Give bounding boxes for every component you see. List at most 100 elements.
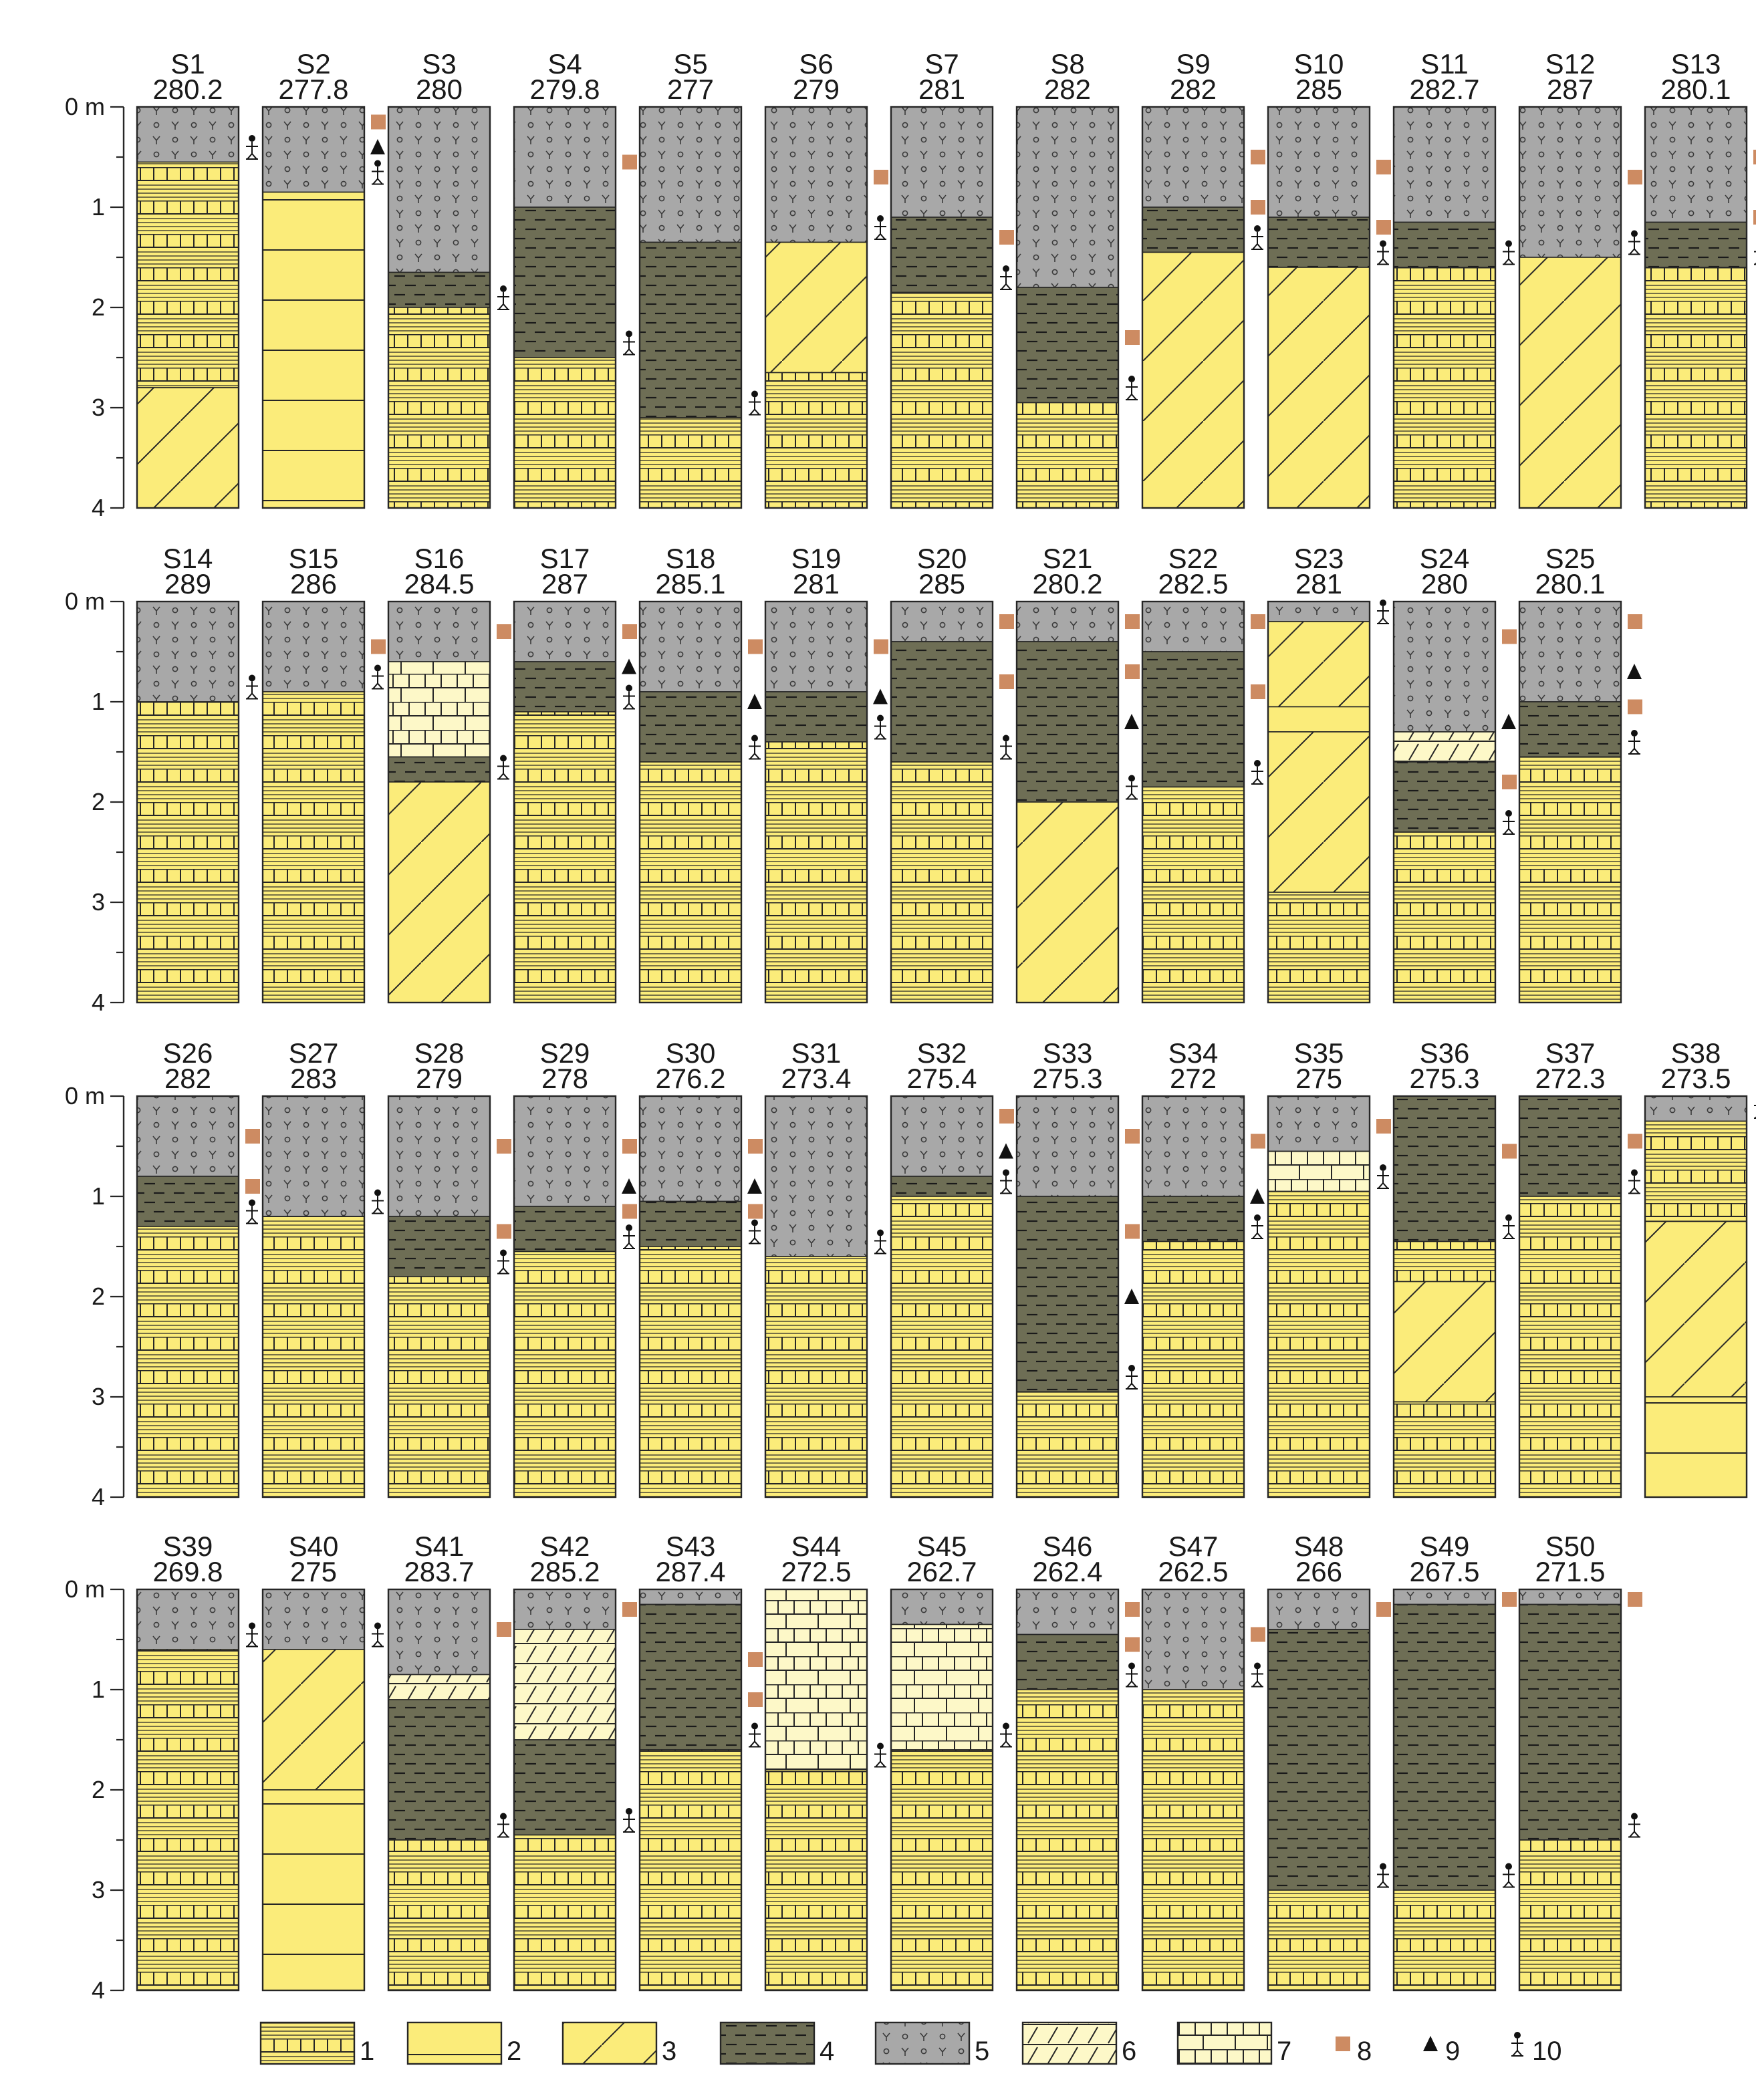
column-outline xyxy=(261,106,366,509)
section-elevation: 289 xyxy=(164,568,211,600)
layer-clay xyxy=(639,1603,742,1750)
layer-soil xyxy=(1016,1095,1119,1197)
section-elevation: 280.2 xyxy=(1032,568,1102,600)
layer-limestone xyxy=(513,1834,616,1991)
sample-marker xyxy=(1753,150,1756,164)
layer-soil xyxy=(262,601,365,692)
sample-marker xyxy=(1753,210,1756,225)
section-name: S26 xyxy=(163,1037,213,1069)
section-elevation: 266 xyxy=(1295,1556,1342,1587)
layer-clay xyxy=(388,756,491,783)
section-elevation: 281 xyxy=(918,74,965,105)
layer-clay xyxy=(388,1699,491,1841)
layer-clay xyxy=(1519,701,1622,758)
layer-limestone xyxy=(1644,1120,1747,1222)
depth-tick-label: 3 xyxy=(92,888,105,916)
column-outline xyxy=(764,1588,868,1992)
figure-marker xyxy=(1000,1169,1012,1194)
sample-marker xyxy=(1336,2037,1350,2051)
layer-clay xyxy=(639,241,742,418)
column-outline xyxy=(1392,1095,1497,1498)
layer-soil xyxy=(639,106,742,243)
figure-marker xyxy=(372,664,384,690)
layer-soil xyxy=(1016,1589,1119,1635)
section-elevation: 275 xyxy=(1295,1063,1342,1094)
figure-marker xyxy=(1628,730,1640,755)
section-name: S45 xyxy=(917,1531,967,1562)
triangle-marker xyxy=(1627,664,1642,679)
legend-key: 3 xyxy=(662,2037,676,2066)
layer-limestone xyxy=(136,1226,239,1498)
figure-marker xyxy=(1126,376,1138,400)
layer-limestone xyxy=(1267,1889,1370,1991)
section-elevation: 279 xyxy=(416,1063,463,1094)
depth-tick-label: 0 m xyxy=(65,1575,105,1603)
column-outline xyxy=(387,106,491,509)
layer-limestone xyxy=(639,1749,742,1991)
layer-hatched xyxy=(765,241,868,374)
layer-limestone xyxy=(1519,1839,1622,1991)
sample-marker xyxy=(1125,614,1140,629)
depth-tick-label: 0 m xyxy=(65,587,105,615)
layer-limestone xyxy=(890,761,993,1003)
section-elevation: 272.5 xyxy=(781,1556,851,1587)
legend-swatch-limestone xyxy=(259,2021,356,2065)
column-row: 0 m1234S39269.8S40275S41283.7S42285.2S43… xyxy=(65,1531,1642,2004)
layer-limestone xyxy=(890,1196,993,1498)
layer-limestone xyxy=(765,372,868,509)
section-name: S44 xyxy=(791,1531,842,1562)
sample-marker xyxy=(874,639,888,654)
legend-item: 7 xyxy=(1176,2021,1291,2066)
sample-marker xyxy=(1502,629,1517,644)
figure-marker xyxy=(1251,760,1263,785)
section-elevation: 287 xyxy=(541,568,588,600)
section-name: S6 xyxy=(799,48,833,80)
layer-limestone xyxy=(513,1251,616,1498)
figure-marker xyxy=(749,1722,761,1748)
sample-marker xyxy=(622,1602,637,1617)
sample-marker xyxy=(999,674,1014,689)
layer-clay xyxy=(1267,217,1370,268)
column-outline xyxy=(261,1095,366,1498)
legend-item: 4 xyxy=(719,2021,834,2066)
sample-marker xyxy=(371,114,386,130)
layer-clay xyxy=(513,661,616,712)
layer-soil xyxy=(1142,106,1245,208)
section-elevation: 280.1 xyxy=(1535,568,1605,600)
depth-axis: 0 m 1 2 3 4 xyxy=(65,1575,125,2004)
section-name: S35 xyxy=(1294,1037,1344,1069)
layer-soil xyxy=(136,601,239,702)
layer-limestone xyxy=(1142,786,1245,1003)
layer-soil xyxy=(1016,106,1119,288)
section-elevation: 281 xyxy=(1295,568,1342,600)
layer-clay xyxy=(1393,761,1496,833)
figure-marker xyxy=(1503,810,1515,835)
layer-clay xyxy=(1142,1196,1245,1242)
layer-hatched xyxy=(1267,267,1370,509)
layer-clay xyxy=(513,207,616,358)
section-elevation: 282 xyxy=(1170,74,1217,105)
section-elevation: 282 xyxy=(1044,74,1091,105)
figure-marker xyxy=(1503,1214,1515,1239)
section-name: S28 xyxy=(414,1037,465,1069)
figure-marker xyxy=(1628,1813,1640,1838)
section-name: S36 xyxy=(1420,1037,1470,1069)
section-name: S1 xyxy=(170,48,205,80)
figure-marker xyxy=(1126,1662,1138,1688)
figure-marker xyxy=(1251,1214,1263,1239)
section-elevation: 282 xyxy=(164,1063,211,1094)
section-elevation: 262.7 xyxy=(906,1556,977,1587)
section-name: S29 xyxy=(540,1037,590,1069)
depth-tick-label: 2 xyxy=(92,788,105,815)
legend-key: 5 xyxy=(975,2037,989,2066)
